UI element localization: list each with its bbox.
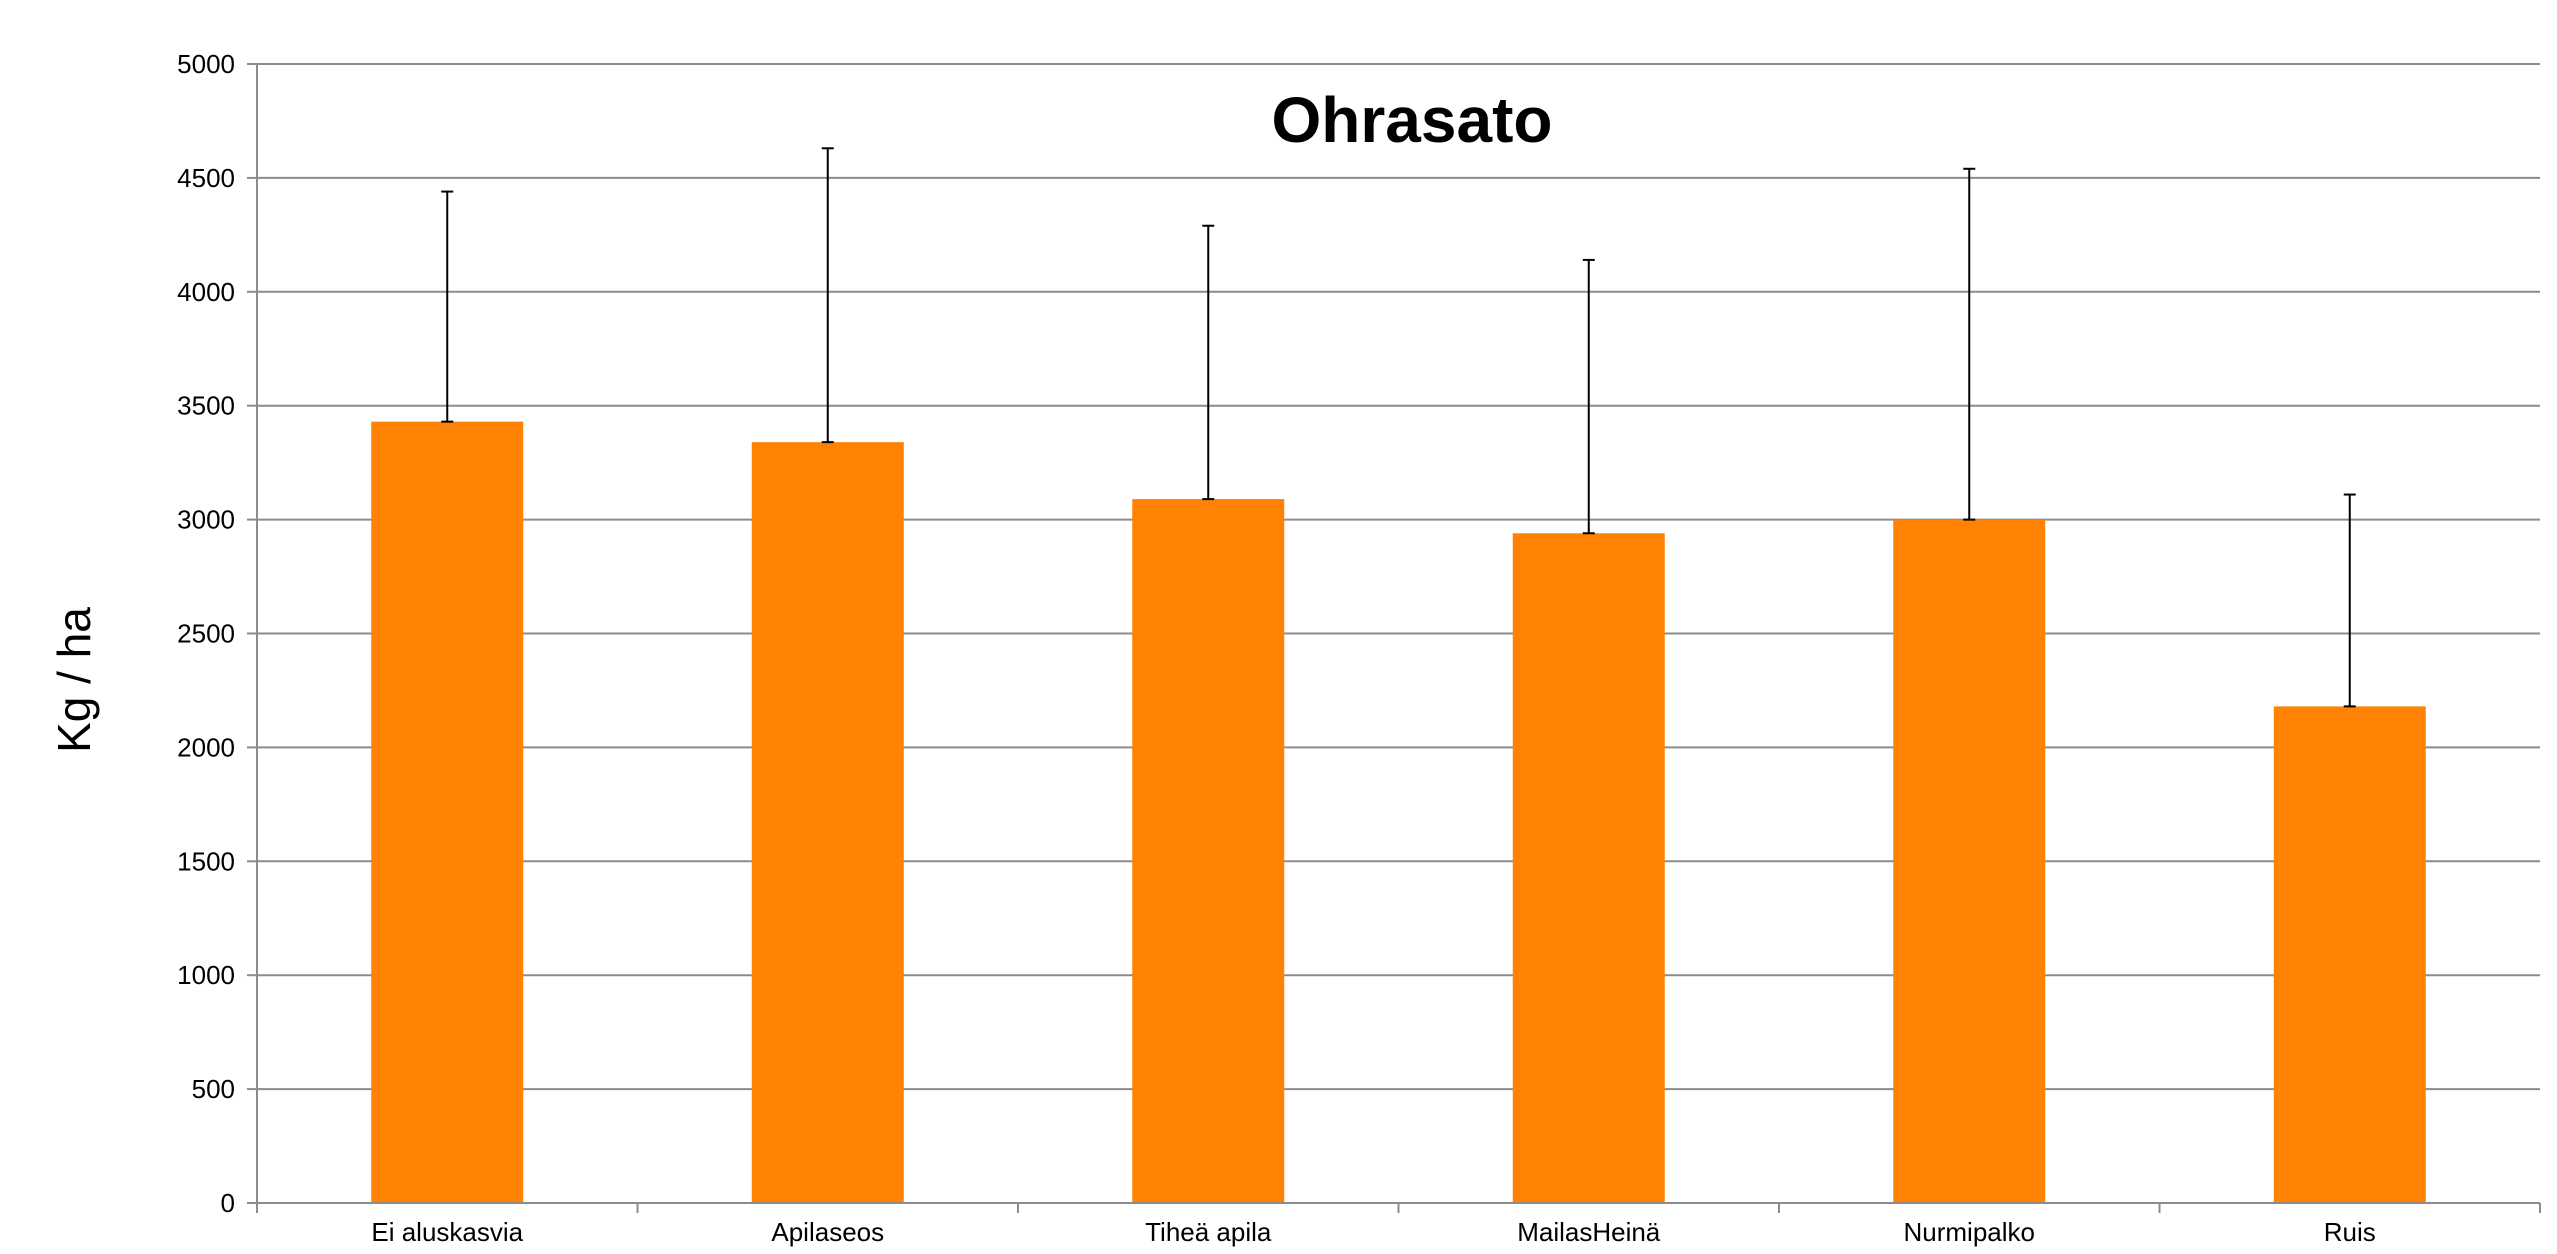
gridlines: [257, 63, 2540, 1091]
chart-title: Ohrasato: [1272, 84, 1553, 156]
bar: [1512, 533, 1665, 1203]
x-category-label: Tiheä apila: [1145, 1217, 1272, 1247]
bar: [751, 442, 904, 1203]
x-category-label: Apilaseos: [771, 1217, 884, 1247]
bars: [371, 421, 2426, 1203]
x-category-label: MailasHeinä: [1517, 1217, 1661, 1247]
y-tick-label: 2500: [177, 619, 235, 649]
bar: [1132, 499, 1285, 1203]
y-tick-label: 5000: [177, 49, 235, 79]
labels: 0 500 1000 1500 2000 2500 3000 3500 4000 4500 5000…: [177, 49, 2376, 1247]
y-tick-label: 500: [192, 1074, 235, 1104]
y-tick-label: 0: [221, 1188, 235, 1218]
y-tick-label: 2000: [177, 732, 235, 762]
x-category-label: Nurmipalko: [1904, 1217, 2036, 1247]
x-category-label: Ei aluskasvia: [371, 1217, 523, 1247]
axes: [247, 63, 2541, 1213]
bar: [1893, 519, 2046, 1203]
y-tick-label: 3500: [177, 391, 235, 421]
y-tick-label: 4500: [177, 163, 235, 193]
y-tick-label: 3000: [177, 505, 235, 535]
bar: [371, 421, 524, 1203]
bar: [2273, 706, 2426, 1203]
y-tick-label: 4000: [177, 277, 235, 307]
error-bars: [441, 147, 2356, 708]
x-category-label: Ruis: [2324, 1217, 2376, 1247]
y-axis-title: Kg / ha: [48, 607, 100, 753]
y-tick-label: 1500: [177, 846, 235, 876]
y-tick-label: 1000: [177, 960, 235, 990]
